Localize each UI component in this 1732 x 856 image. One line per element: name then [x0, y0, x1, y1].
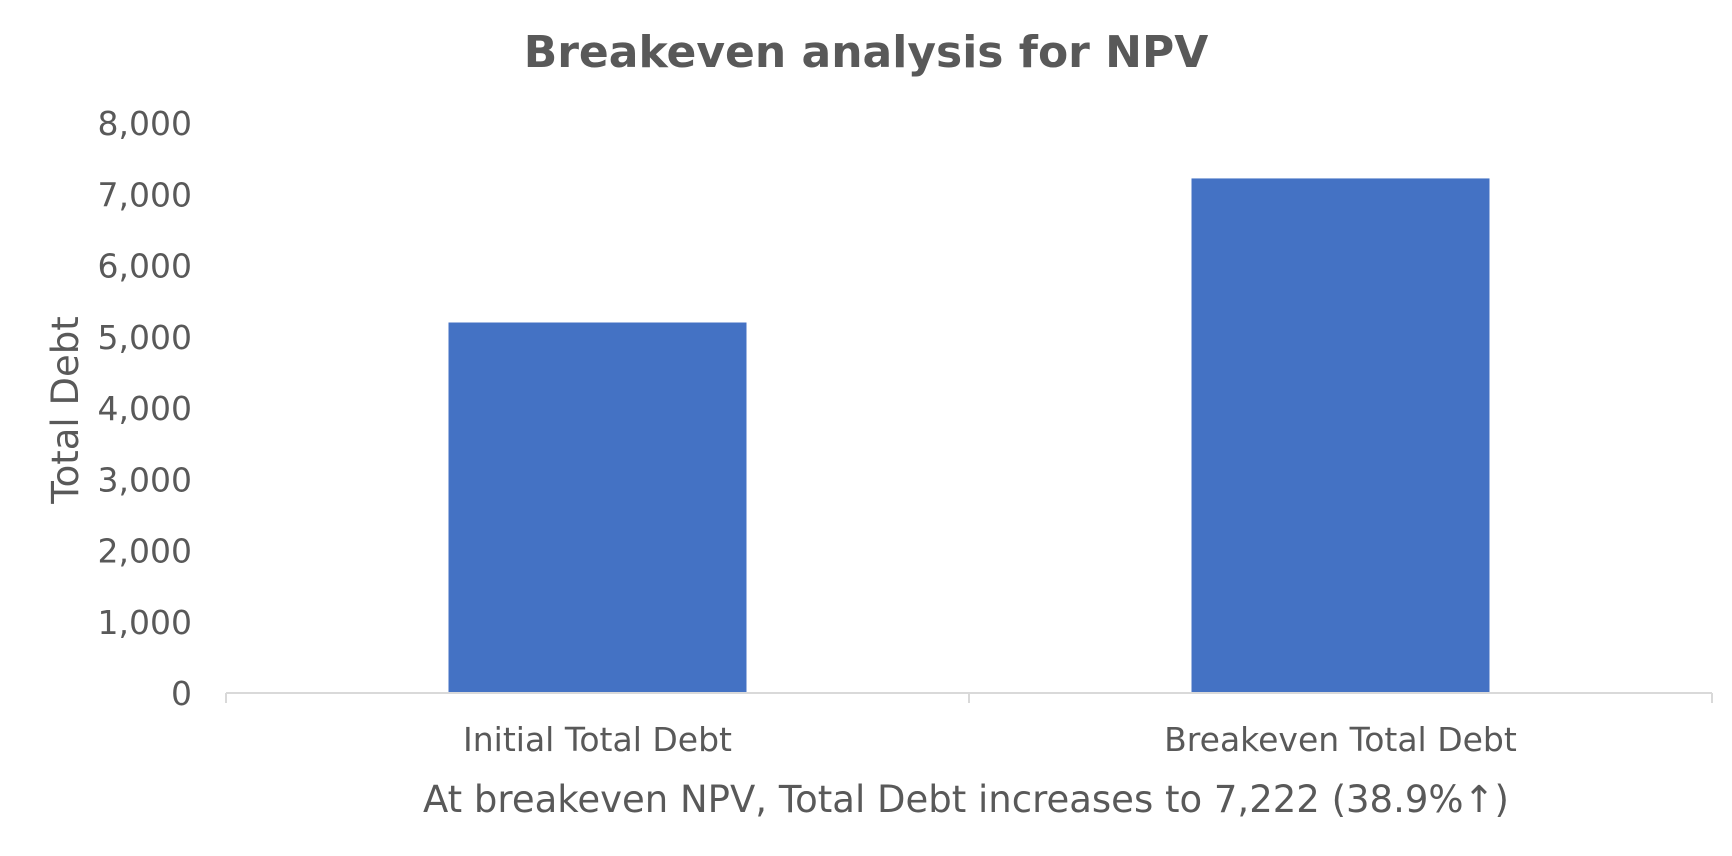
- y-tick-label: 4,000: [98, 389, 192, 428]
- bar: [1191, 178, 1490, 693]
- y-tick-label: 0: [171, 674, 192, 713]
- bar-series: [448, 178, 1490, 693]
- y-axis-title: Total Debt: [44, 316, 87, 504]
- y-tick-label: 7,000: [98, 175, 192, 214]
- x-category-label: Breakeven Total Debt: [1164, 720, 1517, 759]
- y-tick-label: 5,000: [98, 318, 192, 357]
- y-tick-label: 2,000: [98, 532, 192, 571]
- x-axis-title: At breakeven NPV, Total Debt increases t…: [423, 778, 1509, 821]
- y-tick-label: 1,000: [98, 603, 192, 642]
- chart-title: Breakeven analysis for NPV: [524, 27, 1209, 78]
- bar: [448, 322, 747, 693]
- y-axis-ticks: 0 1,000 2,000 3,000 4,000 5,000 6,000 7,000 8,00…: [98, 104, 192, 713]
- x-category-label: Initial Total Debt: [463, 720, 732, 759]
- y-tick-label: 8,000: [98, 104, 192, 143]
- x-axis-category-labels: Initial Total Debt Breakeven Total Debt: [463, 720, 1517, 759]
- y-tick-label: 3,000: [98, 460, 192, 499]
- x-axis: [225, 692, 1713, 703]
- y-tick-label: 6,000: [98, 247, 192, 286]
